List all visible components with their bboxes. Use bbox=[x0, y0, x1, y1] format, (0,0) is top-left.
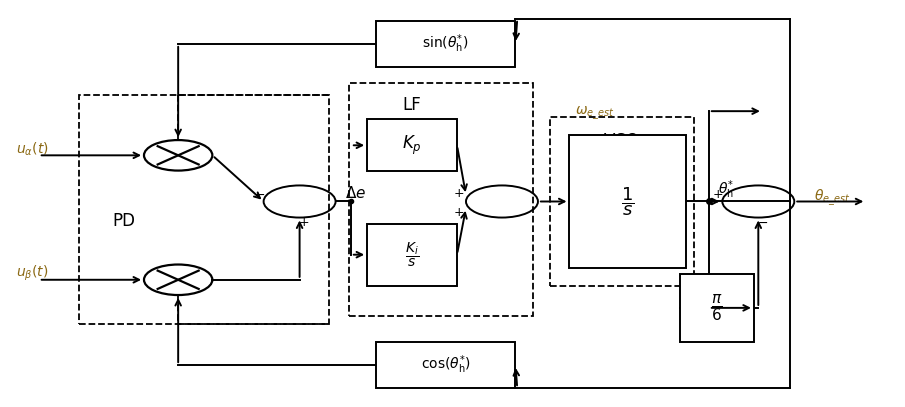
FancyBboxPatch shape bbox=[367, 223, 457, 286]
Text: $+$: $+$ bbox=[453, 187, 464, 200]
FancyBboxPatch shape bbox=[376, 21, 516, 67]
Text: $\sin(\theta_{\mathrm{h}}^{*})$: $\sin(\theta_{\mathrm{h}}^{*})$ bbox=[423, 33, 469, 55]
Text: $\omega_{e\_est}$: $\omega_{e\_est}$ bbox=[576, 105, 614, 122]
FancyBboxPatch shape bbox=[376, 342, 516, 388]
Text: $-$: $-$ bbox=[253, 188, 264, 201]
Text: $+$: $+$ bbox=[453, 206, 464, 219]
Text: $K_p$: $K_p$ bbox=[402, 133, 422, 157]
Text: $\theta_{e\_est}$: $\theta_{e\_est}$ bbox=[814, 187, 851, 208]
Text: $\cos(\theta_{\mathrm{h}}^{*})$: $\cos(\theta_{\mathrm{h}}^{*})$ bbox=[421, 354, 471, 376]
Text: $\dfrac{K_i}{s}$: $\dfrac{K_i}{s}$ bbox=[405, 240, 419, 269]
Text: $+$: $+$ bbox=[712, 188, 723, 201]
Text: LF: LF bbox=[403, 96, 422, 114]
Text: $u_{\beta}(t)$: $u_{\beta}(t)$ bbox=[16, 264, 49, 283]
Text: $\Delta e$: $\Delta e$ bbox=[345, 185, 366, 201]
FancyBboxPatch shape bbox=[569, 135, 686, 268]
Text: $\theta_{\mathrm{h}}^{*}$: $\theta_{\mathrm{h}}^{*}$ bbox=[718, 178, 734, 201]
FancyBboxPatch shape bbox=[367, 119, 457, 171]
Text: $+$: $+$ bbox=[299, 216, 310, 229]
Text: $u_{\alpha}(t)$: $u_{\alpha}(t)$ bbox=[16, 140, 49, 158]
Text: $-$: $-$ bbox=[757, 216, 768, 229]
Text: $\dfrac{1}{s}$: $\dfrac{1}{s}$ bbox=[621, 185, 634, 218]
Text: VCO: VCO bbox=[604, 132, 640, 150]
FancyBboxPatch shape bbox=[680, 274, 754, 342]
Text: PD: PD bbox=[113, 212, 136, 230]
Text: $\dfrac{\pi}{6}$: $\dfrac{\pi}{6}$ bbox=[711, 293, 723, 323]
